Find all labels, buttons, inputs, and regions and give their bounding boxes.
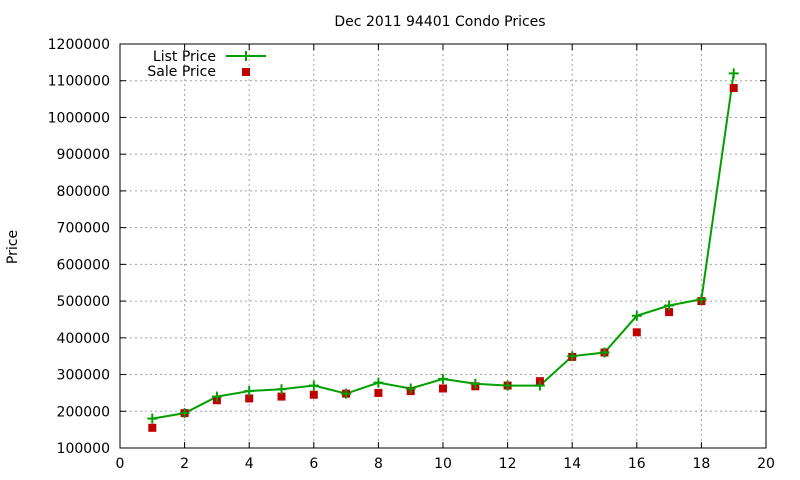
y-tick-label: 900000 (57, 147, 110, 163)
sale-price-point (245, 394, 254, 403)
legend: List Price Sale Price (147, 49, 266, 80)
y-tick-label: 600000 (57, 257, 110, 273)
sale-price-point (729, 84, 738, 93)
x-tick-label: 16 (628, 456, 646, 472)
list-price-point (308, 380, 319, 391)
sale-price-point (148, 423, 157, 432)
y-tick-label: 300000 (57, 368, 110, 384)
x-tick-label: 10 (434, 456, 452, 472)
sale-price-point (277, 392, 286, 401)
x-tick-label: 20 (757, 456, 775, 472)
sale-price-point (309, 390, 318, 399)
y-tick-label: 700000 (57, 221, 110, 237)
list-price-point (438, 373, 448, 384)
list-price-point (728, 68, 739, 79)
y-tick-label: 200000 (57, 404, 110, 420)
sale-price-point (665, 308, 674, 317)
y-tick-label: 400000 (57, 331, 110, 347)
list-price-point (179, 408, 190, 419)
x-tick-label: 2 (180, 456, 189, 472)
sale-price-point (374, 388, 383, 397)
y-tick-label: 100000 (57, 441, 110, 457)
legend-marker-list-price (241, 51, 251, 61)
list-price-point (373, 377, 384, 388)
y-tick-label: 1200000 (48, 37, 110, 53)
list-price-point (696, 294, 707, 305)
list-price-point (567, 351, 578, 362)
legend-label-list-price: List Price (153, 49, 216, 65)
x-tick-label: 6 (309, 456, 318, 472)
x-tick-label: 4 (245, 456, 254, 472)
y-axis-label: Price (5, 230, 21, 264)
list-price-point (534, 380, 545, 391)
x-tick-label: 8 (374, 456, 383, 472)
list-price-point (244, 386, 255, 397)
x-tick-label: 14 (563, 456, 581, 472)
x-tick-label: 0 (116, 456, 125, 472)
legend-marker-sale-price (242, 68, 250, 76)
sale-price-point (632, 328, 641, 337)
x-tick-label: 12 (499, 456, 517, 472)
list-price-point (341, 388, 352, 399)
list-price-point (470, 378, 481, 389)
y-tick-label: 1000000 (48, 110, 110, 126)
list-price-point (502, 380, 513, 391)
list-price-point (276, 384, 287, 395)
sale-price-point (439, 384, 447, 393)
list-price-point (147, 413, 158, 424)
list-price-point (211, 391, 222, 402)
list-price-point (405, 383, 416, 394)
series-layer (147, 68, 739, 432)
y-tick-label: 800000 (57, 184, 110, 200)
list-price-point (664, 300, 675, 311)
axis-ticks: 0 2 4 6 8 10 12 14 16 18 20 100000 200000 300000 40000… (48, 37, 775, 472)
legend-label-sale-price: Sale Price (147, 64, 216, 80)
x-tick-label: 18 (692, 456, 710, 472)
chart-title: Dec 2011 94401 Condo Prices (334, 14, 545, 30)
list-price-point (599, 347, 610, 358)
y-tick-label: 500000 (57, 294, 110, 310)
y-tick-label: 1100000 (48, 74, 110, 90)
list-price-point (631, 310, 642, 321)
